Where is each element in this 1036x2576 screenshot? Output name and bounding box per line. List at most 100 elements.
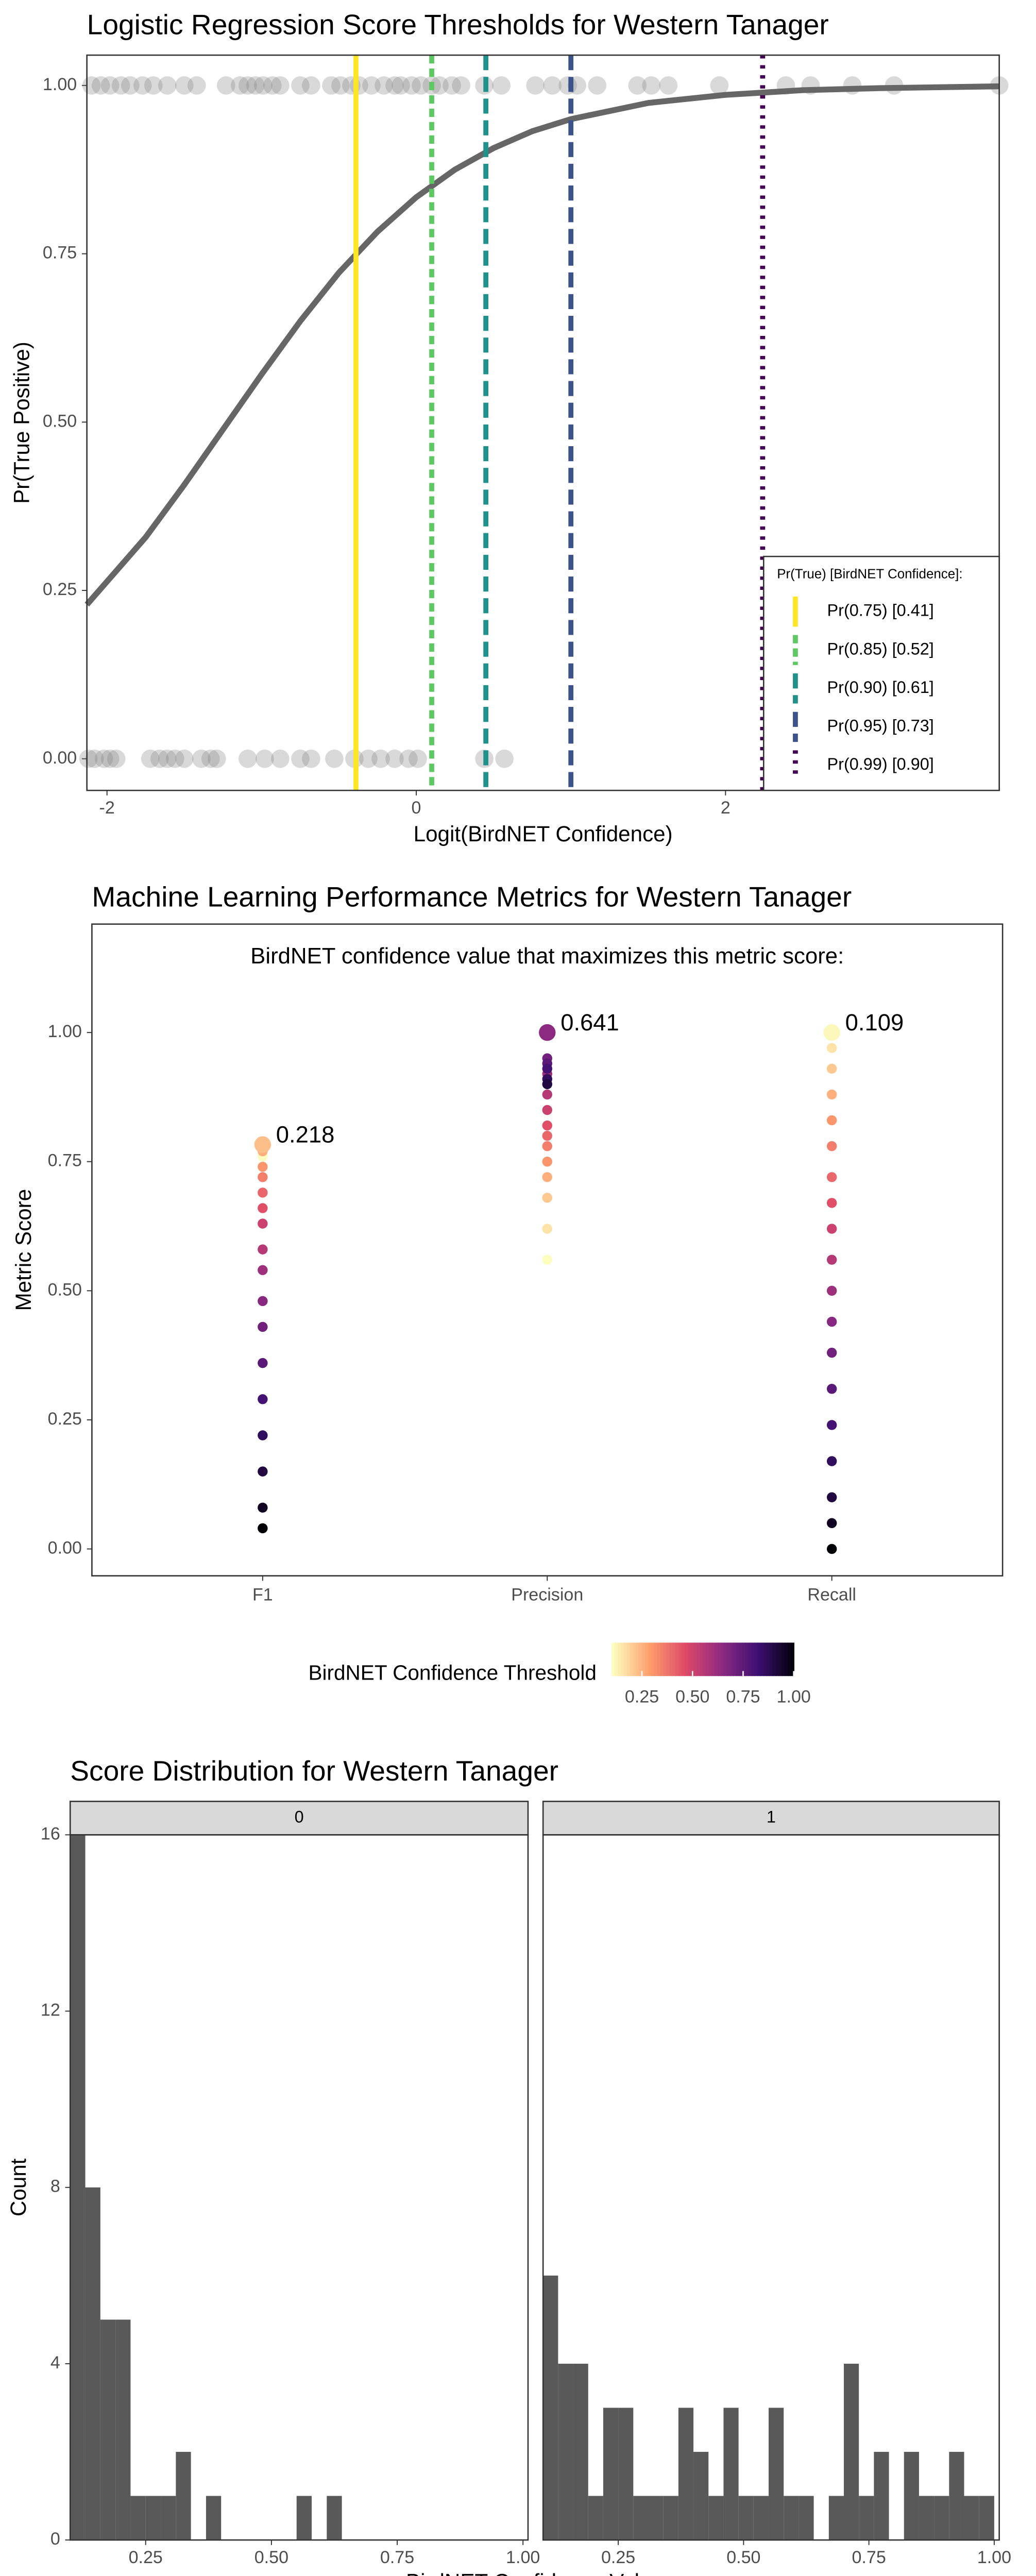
point bbox=[175, 76, 194, 95]
point bbox=[826, 1316, 837, 1327]
colorbar-step bbox=[751, 1642, 755, 1676]
point bbox=[826, 1255, 837, 1265]
colorbar-step bbox=[790, 1642, 794, 1676]
colorbar-step bbox=[654, 1642, 658, 1676]
colorbar-step bbox=[702, 1642, 707, 1676]
colorbar-step bbox=[775, 1642, 779, 1676]
colorbar-step bbox=[612, 1642, 616, 1676]
subtitle: BirdNET confidence value that maximizes … bbox=[250, 943, 844, 969]
legend-label: Pr(0.99) [0.90] bbox=[827, 755, 934, 773]
x-axis-title: BirdNET Confidence Value bbox=[406, 2570, 664, 2576]
colorbar-step bbox=[666, 1642, 670, 1676]
bar bbox=[296, 2496, 312, 2540]
colorbar-step bbox=[630, 1642, 634, 1676]
y-tick-label: 0.00 bbox=[48, 1538, 82, 1558]
colorbar-step bbox=[663, 1642, 667, 1676]
panel-border bbox=[86, 54, 1000, 791]
point bbox=[201, 749, 220, 768]
bar bbox=[176, 2452, 191, 2540]
colorbar-step bbox=[617, 1642, 622, 1676]
x-tick-label: 0.50 bbox=[726, 2548, 760, 2567]
bar bbox=[904, 2452, 919, 2540]
x-tick-label: -2 bbox=[99, 798, 115, 818]
point bbox=[192, 749, 211, 768]
point bbox=[302, 76, 320, 95]
bar bbox=[100, 2319, 116, 2540]
point bbox=[175, 749, 194, 768]
point bbox=[263, 76, 282, 95]
point bbox=[258, 1188, 268, 1198]
point bbox=[258, 1394, 268, 1404]
strip bbox=[542, 1801, 1000, 1836]
colorbar-step bbox=[763, 1642, 767, 1676]
legend-title: Pr(True) [BirdNET Confidence]: bbox=[777, 567, 962, 582]
colorbar-step bbox=[757, 1642, 761, 1676]
x-tick-label: 0.75 bbox=[380, 2548, 414, 2567]
bar bbox=[603, 2408, 619, 2540]
point bbox=[187, 76, 206, 95]
point bbox=[258, 1466, 268, 1477]
point bbox=[258, 1218, 268, 1229]
colorbar-step bbox=[754, 1642, 758, 1676]
legend-box bbox=[762, 555, 1000, 791]
chart-title: Machine Learning Performance Metrics for… bbox=[92, 881, 852, 913]
point bbox=[826, 1141, 837, 1151]
point bbox=[826, 1492, 837, 1502]
y-tick-label: 16 bbox=[41, 1824, 60, 1843]
colorbar-step bbox=[787, 1642, 792, 1676]
point bbox=[542, 1224, 552, 1234]
point bbox=[216, 76, 235, 95]
point bbox=[258, 1502, 268, 1513]
colorbar-step bbox=[615, 1642, 619, 1676]
point bbox=[826, 1285, 837, 1296]
point bbox=[258, 1244, 268, 1255]
colorbar-step bbox=[727, 1642, 731, 1676]
point bbox=[542, 1255, 552, 1265]
best-point bbox=[254, 1136, 271, 1153]
bar bbox=[85, 2187, 100, 2540]
point bbox=[239, 76, 257, 95]
x-tick-label: 0.25 bbox=[129, 2548, 163, 2567]
y-tick-label: 8 bbox=[50, 2177, 60, 2196]
point bbox=[542, 1063, 552, 1074]
point bbox=[141, 749, 160, 768]
point bbox=[659, 76, 678, 95]
bar bbox=[784, 2496, 799, 2540]
point bbox=[258, 1162, 268, 1172]
y-tick-label: 0.50 bbox=[48, 1280, 82, 1299]
point bbox=[385, 76, 404, 95]
colorbar-step bbox=[690, 1642, 694, 1676]
colorbar-step bbox=[657, 1642, 661, 1676]
colorbar-step bbox=[623, 1642, 627, 1676]
point bbox=[526, 76, 545, 95]
point bbox=[158, 76, 177, 95]
y-tick-label: 12 bbox=[41, 2001, 60, 2020]
colorbar-step bbox=[644, 1642, 649, 1676]
x-tick-label: 0.75 bbox=[852, 2548, 886, 2567]
x-tick-label: 0.25 bbox=[601, 2548, 635, 2567]
point bbox=[258, 1321, 268, 1332]
bar bbox=[161, 2496, 176, 2540]
x-tick-label: Recall bbox=[807, 1585, 856, 1605]
point bbox=[542, 1089, 552, 1100]
colorbar-step bbox=[660, 1642, 664, 1676]
colorbar-step bbox=[651, 1642, 655, 1676]
bar bbox=[723, 2408, 739, 2540]
bar bbox=[573, 2363, 588, 2540]
point bbox=[371, 749, 390, 768]
bar bbox=[919, 2496, 935, 2540]
best-point bbox=[539, 1024, 556, 1041]
panel-border bbox=[542, 1834, 1000, 2541]
point bbox=[258, 1203, 268, 1213]
point bbox=[542, 1193, 552, 1203]
point bbox=[628, 76, 647, 95]
y-tick-label: 4 bbox=[50, 2353, 60, 2372]
point bbox=[121, 76, 140, 95]
point bbox=[239, 749, 257, 768]
bar bbox=[874, 2452, 889, 2540]
point bbox=[385, 749, 404, 768]
bar bbox=[648, 2496, 664, 2540]
y-axis-title: Pr(True Positive) bbox=[10, 342, 34, 504]
point bbox=[302, 749, 320, 768]
